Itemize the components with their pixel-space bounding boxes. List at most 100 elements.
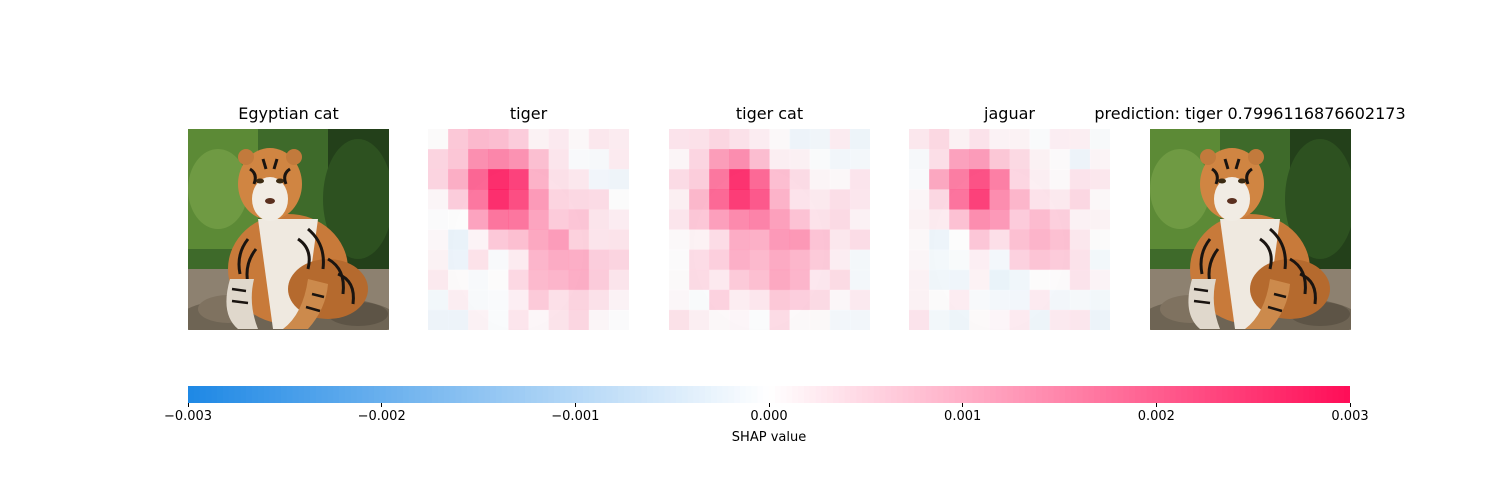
heatmap-cell <box>849 249 870 271</box>
colorbar-segment <box>1222 386 1229 403</box>
colorbar-segment <box>629 386 636 403</box>
heatmap-cell <box>949 129 970 150</box>
colorbar-segment <box>583 386 590 403</box>
heatmap-cell <box>929 129 950 150</box>
colorbar-segment <box>298 386 305 403</box>
heatmap-cell <box>1009 169 1031 190</box>
heatmap-cell <box>468 189 489 210</box>
heatmap-cell <box>989 309 1010 330</box>
heatmap-cell <box>1069 309 1091 330</box>
colorbar-segment <box>1164 386 1171 403</box>
heatmap-cell <box>849 309 870 330</box>
heatmap-cell <box>1089 289 1110 311</box>
heatmap-cell <box>1069 289 1091 311</box>
colorbar-segment <box>1082 386 1090 403</box>
colorbar-segment <box>664 386 671 403</box>
heatmap-cell <box>428 229 449 251</box>
colorbar-tick-label: 0.002 <box>1137 409 1175 424</box>
shap-panel-tiger-cat <box>669 129 870 330</box>
colorbar-segment <box>861 386 869 403</box>
colorbar-segment <box>832 386 840 403</box>
heatmap-cell <box>608 229 629 251</box>
heatmap-cell <box>909 249 930 271</box>
heatmap-cell <box>588 309 610 330</box>
heatmap-cell <box>949 169 970 190</box>
heatmap-cell <box>849 189 870 210</box>
heatmap-cell <box>488 149 509 170</box>
heatmap-cell <box>468 169 489 190</box>
colorbar-segment <box>1198 386 1206 403</box>
heatmap-cell <box>909 129 930 150</box>
colorbar-segment <box>310 386 317 403</box>
heatmap-cell <box>689 229 710 251</box>
colorbar-tick-label: −0.002 <box>357 409 406 424</box>
tiger-photo <box>188 129 389 330</box>
heatmap-cell <box>548 269 570 291</box>
colorbar-tick-mark <box>1349 403 1351 407</box>
colorbar-segment <box>315 386 323 403</box>
colorbar-segment <box>681 386 689 403</box>
colorbar-segment <box>734 386 741 403</box>
heatmap-cell <box>568 209 590 230</box>
heatmap-cell <box>1089 149 1110 170</box>
heatmap-cell <box>1029 129 1051 150</box>
tiger-photo <box>1150 129 1351 330</box>
heatmap-cell <box>789 169 811 190</box>
colorbar-segment <box>269 386 276 403</box>
colorbar-segment <box>565 386 573 403</box>
heatmap-cell <box>548 129 570 150</box>
heatmap-cell <box>508 249 529 271</box>
colorbar-segment <box>246 386 253 403</box>
colorbar-segment <box>710 386 718 403</box>
heatmap-cell <box>508 189 529 210</box>
colorbar-segment <box>856 386 863 403</box>
colorbar-segment <box>989 386 997 403</box>
shap-heatmap <box>428 129 629 330</box>
heatmap-cell <box>588 209 610 230</box>
heatmap-cell <box>448 309 469 330</box>
colorbar-segment <box>1286 386 1293 403</box>
colorbar-segment <box>437 386 445 403</box>
colorbar-tick-label: −0.001 <box>551 409 600 424</box>
colorbar-tick-mark <box>187 403 189 407</box>
heatmap-cell <box>468 149 489 170</box>
heatmap-cell <box>468 229 489 251</box>
colorbar-segment <box>1233 386 1241 403</box>
colorbar-segment <box>1227 386 1235 403</box>
colorbar-segment <box>1036 386 1043 403</box>
heatmap-cell <box>809 249 831 271</box>
heatmap-cell <box>488 289 509 311</box>
heatmap-cell <box>809 189 831 210</box>
heatmap-cell <box>849 269 870 291</box>
colorbar-segment <box>350 386 358 403</box>
heatmap-cell <box>949 189 970 210</box>
heatmap-cell <box>909 309 930 330</box>
heatmap-cell <box>428 149 449 170</box>
colorbar-segment <box>280 386 288 403</box>
heatmap-cell <box>548 289 570 311</box>
heatmap-cell <box>448 209 469 230</box>
heatmap-cell <box>709 149 730 170</box>
heatmap-cell <box>989 249 1010 271</box>
colorbar-segment <box>1042 386 1049 403</box>
colorbar-segment <box>577 386 584 403</box>
colorbar-segment <box>507 386 514 403</box>
colorbar-segment <box>1152 386 1159 403</box>
heatmap-cell <box>1069 169 1091 190</box>
heatmap-cell <box>829 149 851 170</box>
heatmap-cell <box>969 149 990 170</box>
heatmap-cell <box>969 189 990 210</box>
colorbar-segment <box>490 386 497 403</box>
colorbar-segment <box>646 386 654 403</box>
heatmap-cell <box>468 129 489 150</box>
heatmap-cell <box>528 149 550 170</box>
heatmap-cell <box>568 169 590 190</box>
heatmap-cell <box>608 189 629 210</box>
colorbar-tick-mark <box>574 403 576 407</box>
heatmap-cell <box>809 149 831 170</box>
colorbar-tick-mark <box>768 403 770 407</box>
colorbar-segment <box>670 386 677 403</box>
heatmap-cell <box>689 249 710 271</box>
heatmap-cell <box>909 289 930 311</box>
heatmap-cell <box>1029 309 1051 330</box>
